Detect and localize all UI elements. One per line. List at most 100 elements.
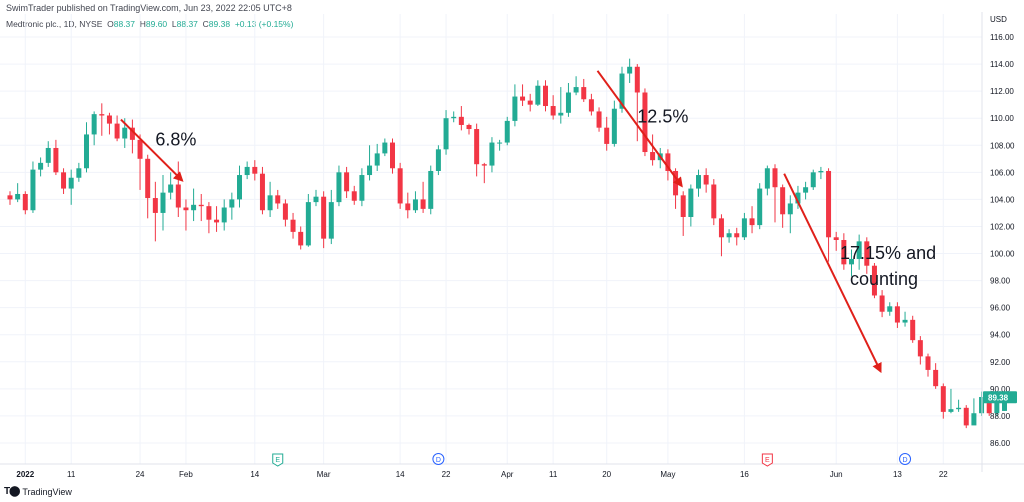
candle-up (757, 188, 763, 226)
candle-down (321, 196, 327, 239)
candle-down (106, 115, 112, 124)
x-tick-label: 20 (602, 470, 611, 479)
x-tick-label: 14 (396, 470, 405, 479)
candle-up (45, 147, 51, 163)
candle-down (749, 218, 755, 226)
candle-up (948, 409, 954, 412)
dividend-marker-icon (432, 453, 445, 465)
candle-up (489, 142, 495, 166)
candle-up (818, 170, 824, 173)
x-tick-label: 11 (549, 470, 558, 479)
candle-down (397, 168, 403, 204)
candle-up (856, 241, 862, 259)
x-tick-label: 14 (250, 470, 259, 479)
y-tick-label: 108.00 (990, 141, 1015, 150)
candle-up (504, 120, 510, 143)
candle-down (520, 96, 526, 101)
candle-down (405, 203, 411, 211)
candle-down (718, 218, 724, 238)
candle-up (68, 177, 74, 189)
candle-up (1002, 397, 1007, 411)
candle-down (474, 129, 480, 165)
candle-up (887, 306, 893, 312)
x-tick-label: Mar (317, 470, 331, 479)
footer-branding[interactable]: T⬤ TradingView (4, 486, 72, 497)
candle-up (688, 188, 694, 217)
candle-down (550, 106, 556, 116)
candle-up (956, 407, 962, 410)
ohlc-open: O88.37 (104, 19, 136, 29)
candle-up (696, 175, 701, 189)
candle-down (596, 111, 602, 128)
y-tick-label: 94.00 (990, 331, 1011, 340)
y-tick-label: 110.00 (990, 114, 1014, 123)
candle-up (558, 112, 564, 116)
last-price-tag (983, 391, 1017, 404)
y-axis: 116.00 114.00 112.00 110.00 108.00 106.00 104.… (981, 12, 1017, 472)
ohlc-change: +0.13 (+0.15%) (234, 19, 294, 29)
candle-down (604, 127, 610, 144)
x-tick-label: Apr (501, 470, 514, 479)
y-tick-label: 98.00 (990, 277, 1011, 286)
ohlc-close: C89.38 (200, 19, 231, 29)
trend-arrow (596, 70, 683, 188)
candle-up (902, 319, 908, 323)
y-tick-label: 104.00 (990, 195, 1015, 204)
candle-up (374, 153, 380, 166)
candle-down (420, 199, 426, 209)
candle-up (336, 172, 342, 203)
candle-down (7, 195, 13, 200)
candle-down (152, 198, 158, 213)
candle-up (30, 169, 36, 211)
event-marker-letter: D (436, 457, 441, 464)
symbol-name: Medtronic plc., 1D, NYSE (6, 19, 103, 29)
candle-down (910, 319, 916, 341)
y-tick-label: 88.00 (990, 412, 1011, 421)
candle-up (849, 258, 854, 265)
x-tick-label: Feb (179, 470, 193, 479)
candle-up (428, 170, 434, 209)
candle-down (527, 100, 533, 105)
candle-up (122, 127, 128, 139)
candle-down (61, 172, 67, 189)
x-tick-label: 16 (740, 470, 749, 479)
x-tick-label: 22 (939, 470, 948, 479)
candle-up (84, 134, 89, 169)
candle-down (458, 116, 464, 125)
y-tick-label: 100.00 (990, 250, 1015, 259)
candle-down (481, 164, 487, 166)
candle-up (191, 204, 197, 211)
candle-up (367, 165, 373, 176)
y-tick-label: 112.00 (990, 87, 1014, 96)
annotation-text: 6.8% (155, 129, 196, 149)
candles (7, 58, 1007, 429)
x-tick-label: 24 (136, 470, 145, 479)
candle-up (803, 187, 809, 193)
candle-down (940, 386, 946, 412)
y-tick-label: 114.00 (990, 60, 1014, 69)
last-price-label: 89.38 (988, 393, 1009, 402)
publish-info: SwimTrader published on TradingView.com,… (6, 3, 292, 13)
candle-up (76, 168, 82, 178)
candle-down (826, 170, 832, 238)
candle-down (466, 124, 472, 130)
candle-down (137, 139, 143, 159)
x-tick-label: 13 (893, 470, 902, 479)
candle-up (38, 162, 44, 170)
candle-up (512, 96, 518, 121)
candle-down (53, 147, 59, 173)
candle-up (229, 199, 235, 208)
candle-up (994, 399, 1000, 414)
candle-up (267, 195, 273, 211)
candle-up (221, 207, 227, 223)
candle-down (145, 158, 151, 199)
candle-up (313, 196, 319, 203)
brand-name: TradingView (22, 486, 72, 497)
candle-down (642, 92, 648, 153)
currency-label: USD (990, 15, 1007, 24)
y-tick-label: 116.00 (990, 33, 1014, 42)
candle-down (650, 152, 656, 161)
candle-up (787, 203, 793, 215)
candle-up (726, 233, 732, 238)
